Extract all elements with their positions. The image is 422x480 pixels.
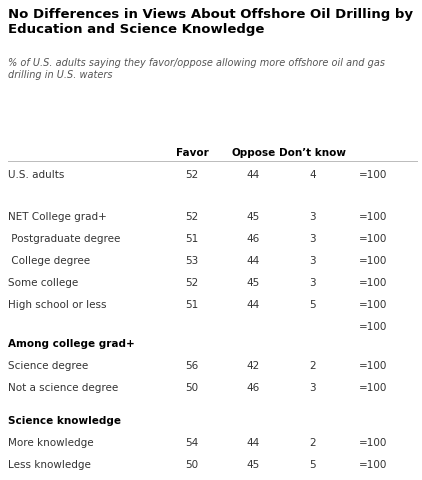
Text: 52: 52 xyxy=(185,278,199,288)
Text: U.S. adults: U.S. adults xyxy=(8,170,65,180)
Text: Favor: Favor xyxy=(176,148,208,158)
Text: 44: 44 xyxy=(246,300,260,310)
Text: 3: 3 xyxy=(309,212,316,222)
Text: 5: 5 xyxy=(309,300,316,310)
Text: =100: =100 xyxy=(359,460,388,470)
Text: 51: 51 xyxy=(185,300,199,310)
Text: 44: 44 xyxy=(246,256,260,266)
Text: 46: 46 xyxy=(246,384,260,394)
Text: 2: 2 xyxy=(309,438,316,448)
Text: Science degree: Science degree xyxy=(8,361,89,372)
Text: =100: =100 xyxy=(359,278,388,288)
Text: 45: 45 xyxy=(246,460,260,470)
Text: 45: 45 xyxy=(246,278,260,288)
Text: Science knowledge: Science knowledge xyxy=(8,417,122,426)
Text: Less knowledge: Less knowledge xyxy=(8,460,91,470)
Text: Not a science degree: Not a science degree xyxy=(8,384,119,394)
Text: 3: 3 xyxy=(309,384,316,394)
Text: =100: =100 xyxy=(359,170,388,180)
Text: 3: 3 xyxy=(309,278,316,288)
Text: High school or less: High school or less xyxy=(8,300,107,310)
Text: 53: 53 xyxy=(185,256,199,266)
Text: =100: =100 xyxy=(359,438,388,448)
Text: 44: 44 xyxy=(246,438,260,448)
Text: 3: 3 xyxy=(309,256,316,266)
Text: 50: 50 xyxy=(185,384,199,394)
Text: 52: 52 xyxy=(185,212,199,222)
Text: Postgraduate degree: Postgraduate degree xyxy=(8,234,121,244)
Text: 56: 56 xyxy=(185,361,199,372)
Text: 45: 45 xyxy=(246,212,260,222)
Text: Don’t know: Don’t know xyxy=(279,148,346,158)
Text: No Differences in Views About Offshore Oil Drilling by
Education and Science Kno: No Differences in Views About Offshore O… xyxy=(8,8,413,36)
Text: 46: 46 xyxy=(246,234,260,244)
Text: =100: =100 xyxy=(359,256,388,266)
Text: Oppose: Oppose xyxy=(231,148,275,158)
Text: 52: 52 xyxy=(185,170,199,180)
Text: =100: =100 xyxy=(359,384,388,394)
Text: =100: =100 xyxy=(359,361,388,372)
Text: =100: =100 xyxy=(359,234,388,244)
Text: =100: =100 xyxy=(359,212,388,222)
Text: More knowledge: More knowledge xyxy=(8,438,94,448)
Text: 51: 51 xyxy=(185,234,199,244)
Text: 2: 2 xyxy=(309,361,316,372)
Text: 5: 5 xyxy=(309,460,316,470)
Text: 44: 44 xyxy=(246,170,260,180)
Text: 42: 42 xyxy=(246,361,260,372)
Text: =100: =100 xyxy=(359,300,388,310)
Text: 3: 3 xyxy=(309,234,316,244)
Text: 4: 4 xyxy=(309,170,316,180)
Text: % of U.S. adults saying they favor/oppose allowing more offshore oil and gas
dri: % of U.S. adults saying they favor/oppos… xyxy=(8,58,385,80)
Text: =100: =100 xyxy=(359,322,388,332)
Text: Some college: Some college xyxy=(8,278,78,288)
Text: College degree: College degree xyxy=(8,256,91,266)
Text: NET College grad+: NET College grad+ xyxy=(8,212,107,222)
Text: Among college grad+: Among college grad+ xyxy=(8,339,135,349)
Text: 50: 50 xyxy=(185,460,199,470)
Text: 54: 54 xyxy=(185,438,199,448)
